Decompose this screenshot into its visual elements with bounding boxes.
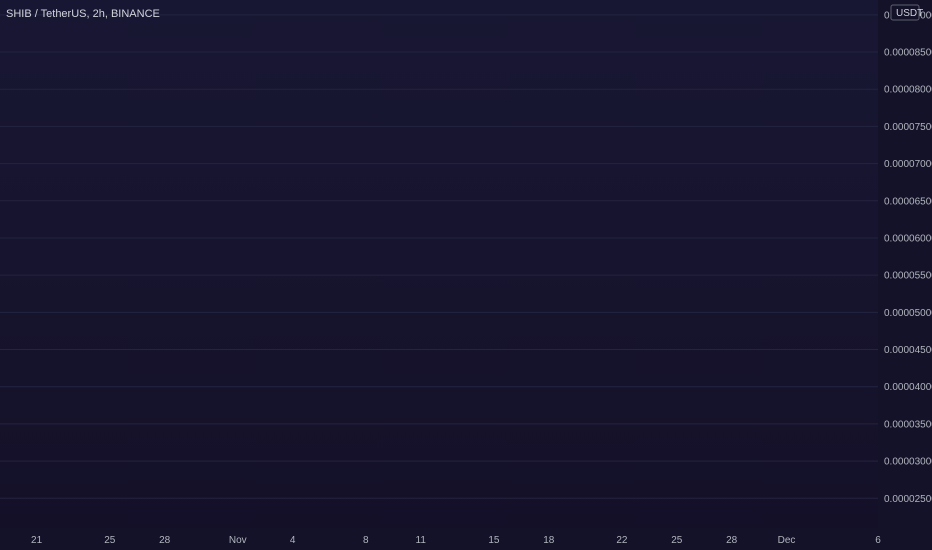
x-tick-label: 21: [31, 535, 43, 546]
currency-button-label[interactable]: USDT: [896, 8, 923, 19]
currency-button: [890, 4, 920, 21]
x-tick-label: 4: [290, 535, 296, 546]
y-tick-label: 0.00004000: [884, 382, 932, 393]
price-axis[interactable]: 0.00002500 0.00003000 0.00003500 0.00004000…: [878, 0, 932, 550]
x-tick-label: 28: [159, 535, 171, 546]
y-tick-label: 0.00002500: [884, 494, 932, 505]
x-tick-label: 25: [671, 535, 683, 546]
x-tick-label: 18: [543, 535, 555, 546]
x-tick-label: Dec: [778, 535, 796, 546]
symbol-header: SHIB / TetherUS, 2h, BINANCE: [6, 8, 160, 20]
x-tick-label: 8: [363, 535, 369, 546]
y-tick-label: 0.00006000: [884, 233, 932, 244]
x-tick-label: Nov: [229, 535, 247, 546]
y-tick-label: 0.00008500: [884, 48, 932, 59]
x-tick-label: 15: [488, 535, 500, 546]
x-tick-label: 28: [726, 535, 738, 546]
grid: [0, 14, 878, 499]
y-tick-label: 0.00007500: [884, 122, 932, 133]
x-tick-label: 22: [616, 535, 628, 546]
y-tick-label: 0.00006500: [884, 196, 932, 207]
time-axis[interactable]: 21 25 28 Nov 4 8 11 15 18 22 25 28 Dec 6: [0, 528, 932, 550]
x-tick-label: 11: [416, 535, 427, 546]
y-tick-label: 0.00007000: [884, 159, 932, 170]
x-tick-label: 6: [875, 535, 881, 546]
price-axis-bg: [878, 0, 932, 550]
x-tick-label: 25: [104, 535, 116, 546]
y-tick-label: 0.00005000: [884, 308, 932, 319]
y-tick-label: 0.00005500: [884, 271, 932, 282]
y-tick-label: 0.00008000: [884, 85, 932, 96]
time-axis-bg: [0, 528, 932, 550]
y-tick-label: 0.00003500: [884, 419, 932, 430]
y-tick-label: 0.00004500: [884, 345, 932, 356]
y-tick-label: 0.00003000: [884, 457, 932, 468]
